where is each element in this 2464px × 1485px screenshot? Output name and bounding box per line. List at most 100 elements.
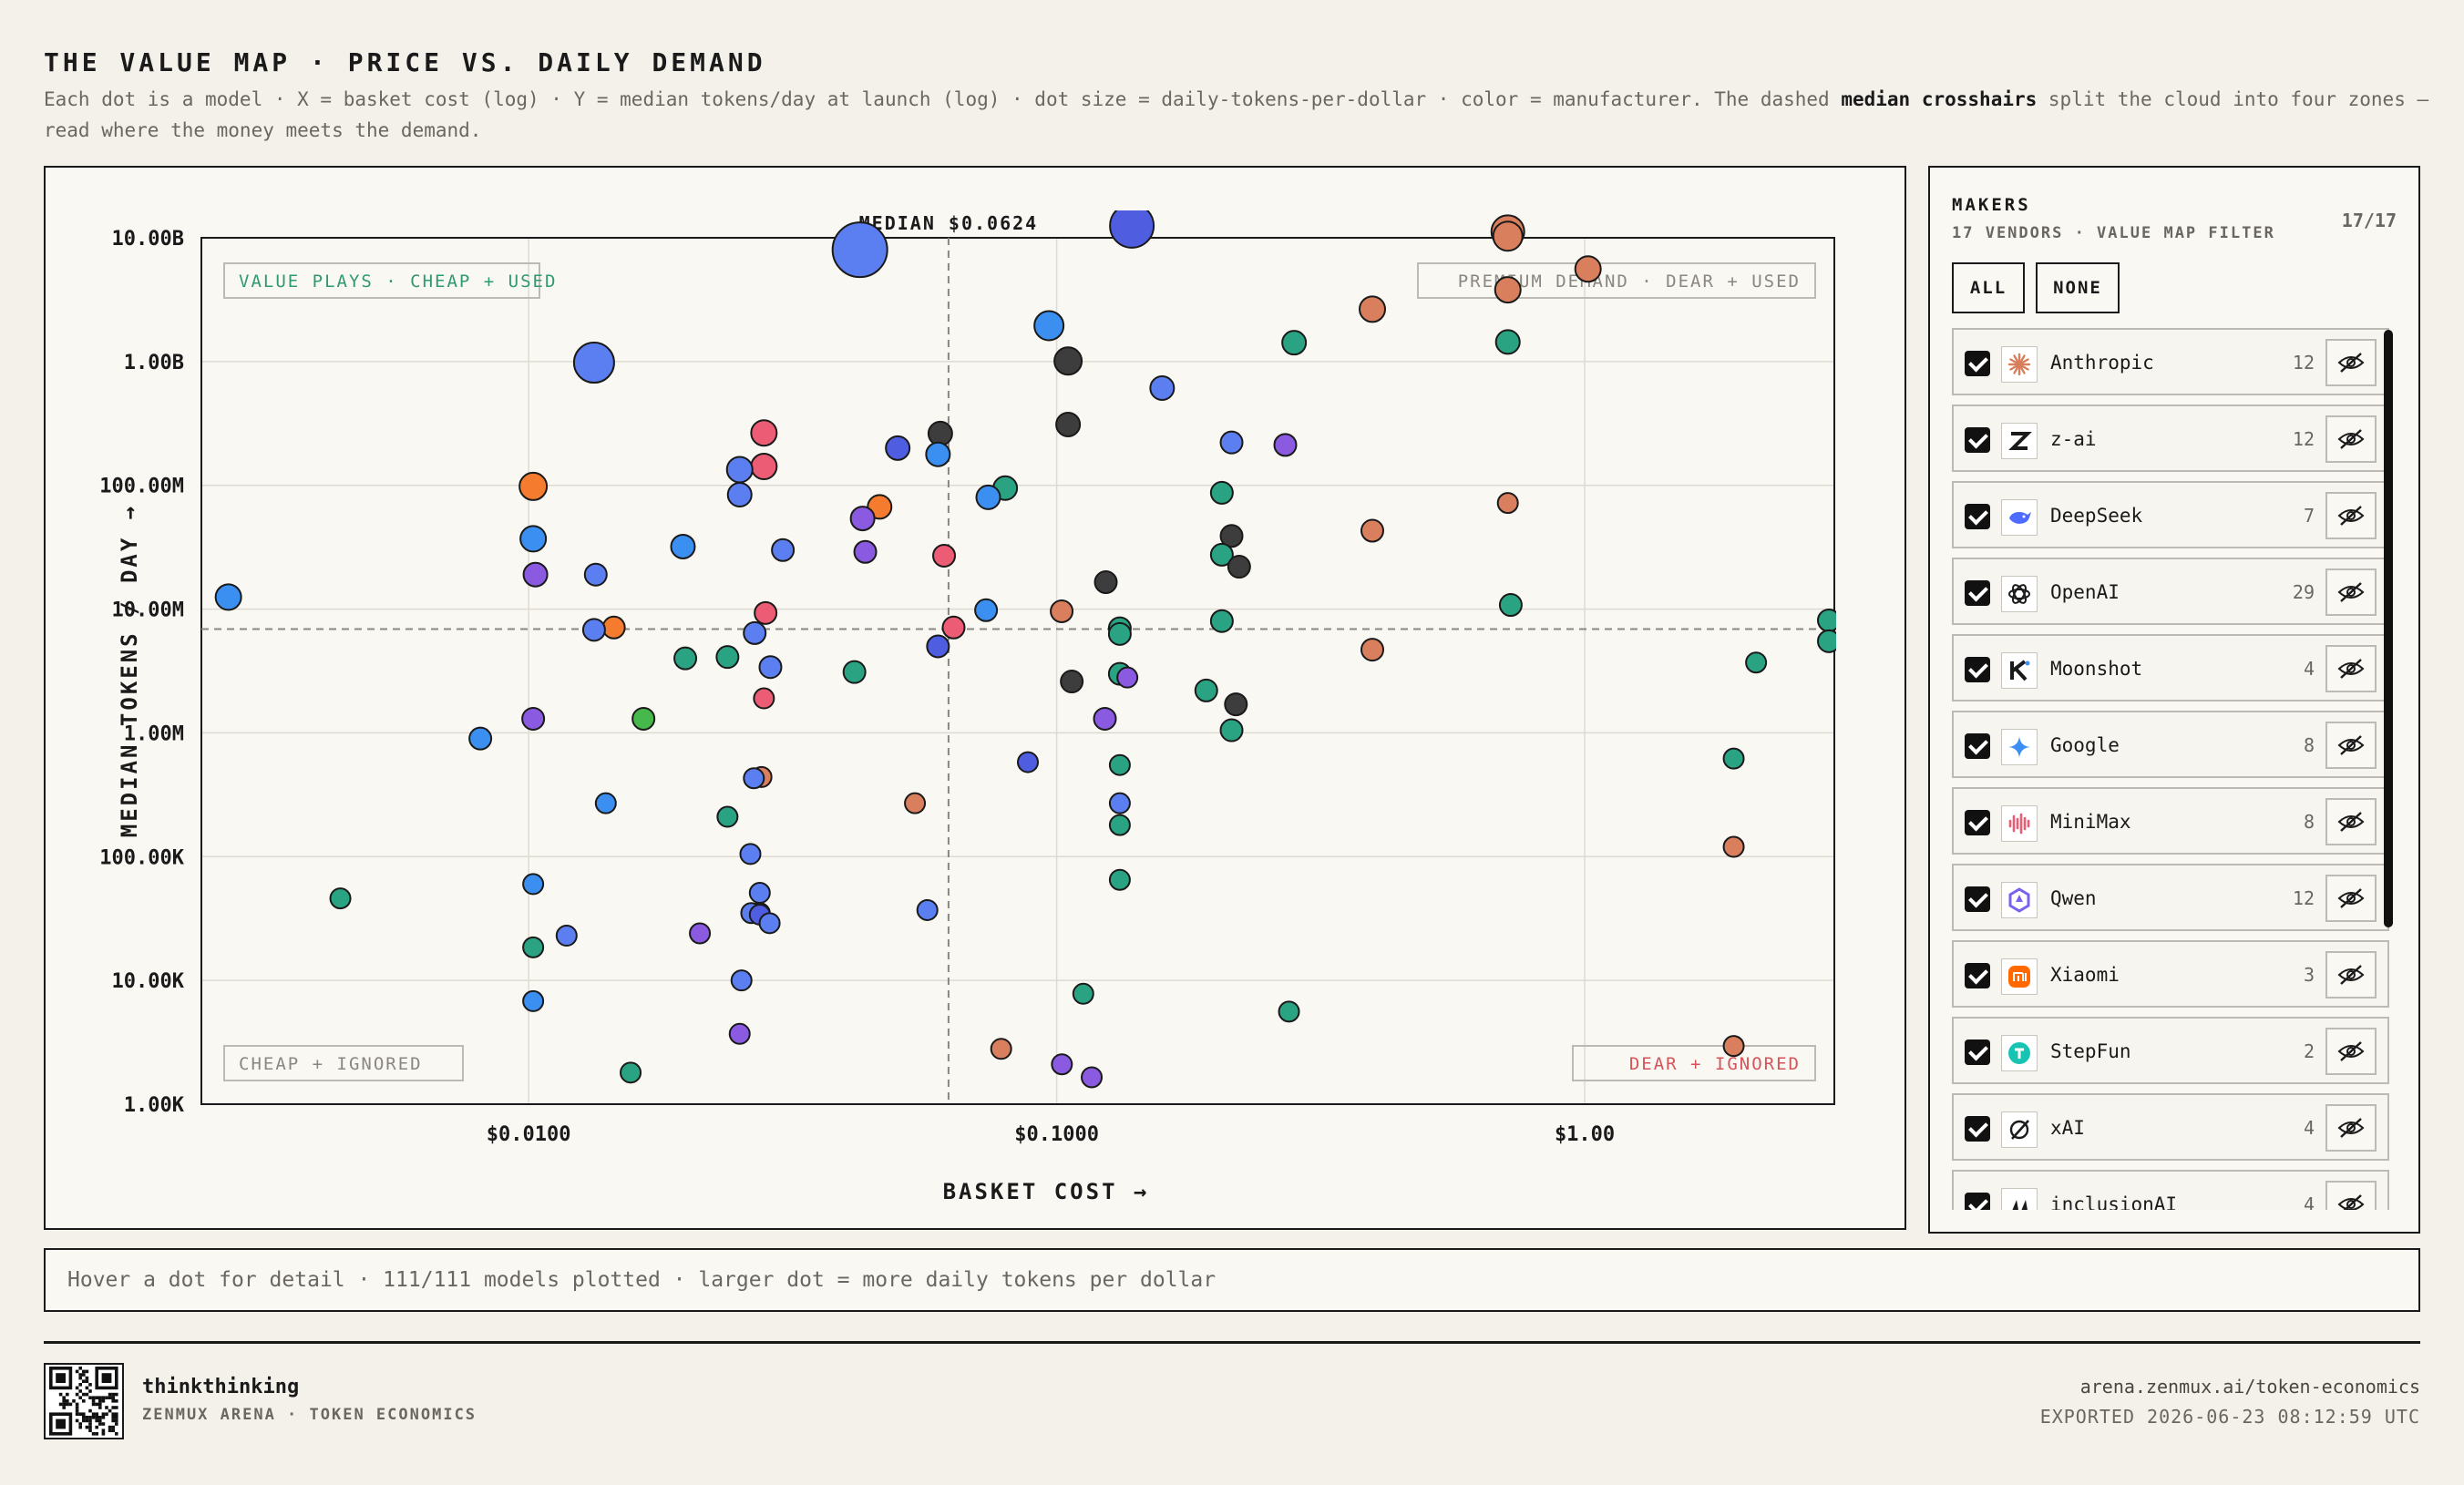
- data-point-google[interactable]: [1033, 310, 1065, 342]
- vendor-row-xiaomi[interactable]: Xiaomi 3: [1952, 940, 2389, 1008]
- data-point-deepseek[interactable]: [758, 912, 781, 935]
- data-point-deepseek[interactable]: [748, 882, 771, 905]
- hide-vendor-eye-off-icon[interactable]: [2325, 1104, 2377, 1152]
- data-point-deepseek[interactable]: [555, 924, 578, 947]
- data-point-deepseek[interactable]: [1108, 792, 1131, 814]
- data-point-openai[interactable]: [1209, 542, 1234, 567]
- data-point-openai[interactable]: [1209, 480, 1234, 505]
- data-point-qwen[interactable]: [521, 706, 546, 731]
- vendor-row-deepseek[interactable]: DeepSeek 7: [1952, 481, 2389, 548]
- data-point-google[interactable]: [925, 441, 951, 467]
- data-point-z-ai[interactable]: [1224, 692, 1248, 717]
- data-point-google[interactable]: [975, 484, 1001, 510]
- data-point-deepseek[interactable]: [758, 655, 783, 680]
- data-point-openai[interactable]: [1194, 678, 1218, 702]
- hide-vendor-eye-off-icon[interactable]: [2325, 951, 2377, 999]
- checkbox-checked-icon[interactable]: [1965, 657, 1990, 682]
- data-point-qwen[interactable]: [1081, 1066, 1104, 1089]
- select-all-button[interactable]: ALL: [1952, 262, 2025, 313]
- data-point-openai[interactable]: [1498, 593, 1523, 618]
- data-point-google[interactable]: [519, 525, 548, 553]
- data-point-anthropic[interactable]: [1359, 295, 1387, 323]
- data-point-minimax[interactable]: [750, 419, 778, 447]
- data-point-z-ai[interactable]: [1093, 570, 1118, 595]
- data-point-xiaomi[interactable]: [518, 471, 549, 501]
- hide-vendor-eye-off-icon[interactable]: [2325, 722, 2377, 769]
- data-point-openai[interactable]: [1108, 753, 1131, 776]
- hide-vendor-eye-off-icon[interactable]: [2325, 492, 2377, 539]
- checkbox-checked-icon[interactable]: [1965, 580, 1990, 606]
- data-point-openai[interactable]: [329, 887, 352, 910]
- data-point-google[interactable]: [522, 873, 545, 896]
- vendor-row-openai[interactable]: OpenAI 29: [1952, 558, 2389, 625]
- data-point-z-ai[interactable]: [1227, 555, 1251, 579]
- data-point-z-ai[interactable]: [1219, 524, 1244, 548]
- data-point-deepseek[interactable]: [726, 482, 753, 508]
- data-point-qwen[interactable]: [1051, 1053, 1073, 1076]
- vendor-row-minimax[interactable]: MiniMax 8: [1952, 787, 2389, 855]
- data-point-anthropic[interactable]: [990, 1038, 1012, 1060]
- data-point-openai[interactable]: [842, 660, 867, 684]
- data-point-openai[interactable]: [1281, 330, 1308, 356]
- footer-url[interactable]: arena.zenmux.ai/token-economics: [2079, 1376, 2420, 1398]
- hide-vendor-eye-off-icon[interactable]: [2325, 339, 2377, 386]
- checkbox-checked-icon[interactable]: [1965, 886, 1990, 912]
- data-point-google[interactable]: [594, 792, 617, 814]
- hide-vendor-eye-off-icon[interactable]: [2325, 415, 2377, 463]
- data-point-google[interactable]: [670, 533, 696, 559]
- data-point-openai[interactable]: [1219, 718, 1244, 742]
- data-point-qwen[interactable]: [522, 561, 549, 588]
- data-point-openai[interactable]: [1722, 747, 1745, 770]
- data-point-anthropic[interactable]: [1494, 276, 1522, 304]
- data-point-anthropic[interactable]: [904, 792, 927, 814]
- hide-vendor-eye-off-icon[interactable]: [2325, 568, 2377, 616]
- data-point-openai[interactable]: [1745, 651, 1768, 674]
- data-point-deepseek[interactable]: [743, 620, 767, 645]
- checkbox-checked-icon[interactable]: [1965, 1193, 1990, 1210]
- vendor-row-xai[interactable]: xAI 4: [1952, 1093, 2389, 1161]
- checkbox-checked-icon[interactable]: [1965, 1116, 1990, 1142]
- data-point-openai[interactable]: [620, 1061, 642, 1084]
- data-point-minimax[interactable]: [941, 615, 966, 640]
- data-point-moonshot[interactable]: [926, 634, 950, 659]
- vendor-row-stepfun[interactable]: StepFun 2: [1952, 1017, 2389, 1084]
- data-point-openai[interactable]: [1108, 814, 1131, 836]
- data-point-z-ai[interactable]: [1055, 411, 1082, 437]
- data-point-openai[interactable]: [1072, 982, 1094, 1005]
- data-point-anthropic[interactable]: [1360, 518, 1385, 543]
- checkbox-checked-icon[interactable]: [1965, 504, 1990, 529]
- data-point-deepseek[interactable]: [771, 538, 796, 562]
- hide-vendor-eye-off-icon[interactable]: [2325, 798, 2377, 845]
- data-point-deepseek[interactable]: [581, 618, 606, 642]
- data-point-minimax[interactable]: [753, 687, 775, 710]
- checkbox-checked-icon[interactable]: [1965, 351, 1990, 376]
- hide-vendor-eye-off-icon[interactable]: [2325, 645, 2377, 692]
- data-point-qwen[interactable]: [1093, 706, 1117, 731]
- data-point-google[interactable]: [468, 726, 493, 751]
- select-none-button[interactable]: NONE: [2036, 262, 2120, 313]
- vendor-row-inclusionai[interactable]: inclusionAI 4: [1952, 1170, 2389, 1210]
- hide-vendor-eye-off-icon[interactable]: [2325, 875, 2377, 922]
- data-point-z-ai[interactable]: [1053, 346, 1083, 376]
- data-point-moonshot[interactable]: [1109, 204, 1155, 249]
- data-point-openai[interactable]: [1817, 609, 1840, 633]
- data-point-deepseek[interactable]: [916, 898, 939, 921]
- checkbox-checked-icon[interactable]: [1965, 1040, 1990, 1065]
- hide-vendor-eye-off-icon[interactable]: [2325, 1028, 2377, 1075]
- vendor-row-anthropic[interactable]: Anthropic 12: [1952, 328, 2389, 395]
- vendor-row-moonshot[interactable]: Moonshot 4: [1952, 634, 2389, 702]
- hide-vendor-eye-off-icon[interactable]: [2325, 1181, 2377, 1210]
- data-point-deepseek[interactable]: [572, 342, 615, 384]
- data-point-openai[interactable]: [1108, 868, 1131, 891]
- data-point-qwen[interactable]: [849, 506, 876, 532]
- data-point-openai[interactable]: [1278, 1000, 1300, 1023]
- data-point-openai[interactable]: [1209, 609, 1234, 633]
- data-point-deepseek[interactable]: [1219, 430, 1244, 455]
- data-point-deepseek[interactable]: [730, 969, 753, 992]
- data-point-openai[interactable]: [1817, 629, 1840, 653]
- data-point-deepseek[interactable]: [739, 843, 762, 865]
- data-point-deepseek[interactable]: [831, 221, 888, 279]
- data-point-minimax[interactable]: [750, 453, 778, 481]
- vendor-list-scrollbar[interactable]: [2384, 330, 2393, 927]
- data-point-anthropic[interactable]: [1496, 492, 1519, 515]
